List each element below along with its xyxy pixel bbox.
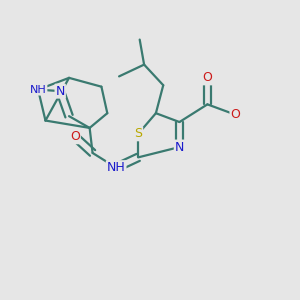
Text: N: N bbox=[175, 141, 184, 154]
Text: O: O bbox=[202, 71, 212, 84]
Text: S: S bbox=[134, 127, 142, 140]
Text: O: O bbox=[230, 108, 240, 121]
Text: O: O bbox=[70, 130, 80, 143]
Text: N: N bbox=[56, 85, 65, 98]
Text: NH: NH bbox=[107, 161, 125, 174]
Text: NH: NH bbox=[30, 85, 46, 94]
